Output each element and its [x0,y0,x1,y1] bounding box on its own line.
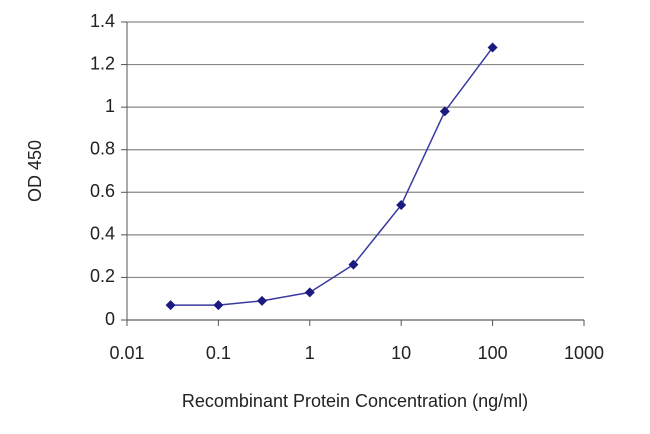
y-tick-label: 0.6 [90,181,115,201]
data-point [257,295,268,306]
data-point [348,259,359,270]
x-tick-label: 1000 [564,343,604,363]
data-point [439,106,450,117]
y-tick-label: 1 [105,96,115,116]
y-tick-label: 0.8 [90,138,115,158]
data-point [487,42,498,53]
data-point [304,287,315,298]
y-tick-label: 0.4 [90,224,115,244]
y-tick-label: 1.4 [90,11,115,31]
data-point [165,300,176,311]
y-tick-label: 0 [105,309,115,329]
data-point [213,300,224,311]
x-tick-label: 0.1 [206,343,231,363]
x-tick-label: 10 [391,343,411,363]
y-tick-label: 0.2 [90,266,115,286]
x-tick-label: 0.01 [109,343,144,363]
y-axis-label: OD 450 [25,140,45,202]
x-axis-label: Recombinant Protein Concentration (ng/ml… [182,391,528,411]
data-point [396,200,407,211]
y-tick-label: 1.2 [90,53,115,73]
series-line [170,47,494,306]
x-tick-label: 1 [305,343,315,363]
x-tick-label: 100 [478,343,508,363]
